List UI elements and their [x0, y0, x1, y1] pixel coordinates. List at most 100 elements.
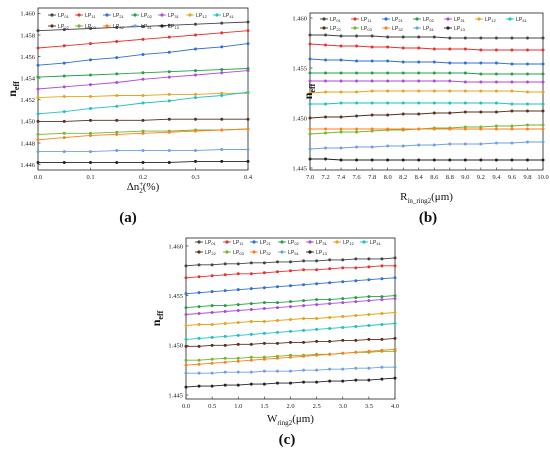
data-point-lp51: [367, 366, 371, 370]
data-point-lp03: [339, 130, 343, 134]
legend-swatch-marker: [384, 26, 388, 30]
data-point-lp22: [370, 113, 374, 117]
data-point-lp22: [289, 340, 292, 344]
data-point-lp31: [302, 304, 306, 308]
data-point-lp02: [386, 71, 390, 75]
data-point-lp11: [210, 274, 214, 278]
data-point-lp41: [249, 332, 253, 336]
data-point-lp11: [432, 47, 436, 51]
data-point-lp21: [184, 292, 188, 296]
data-point-lp13: [324, 157, 328, 161]
data-point-lp31: [355, 79, 359, 83]
data-point-lp01: [463, 36, 467, 40]
data-point-lp31: [386, 79, 390, 83]
data-point-lp13: [141, 160, 145, 164]
data-point-lp41: [479, 101, 483, 105]
data-point-lp02: [354, 296, 358, 300]
data-point-lp12: [525, 90, 529, 94]
data-point-lp41: [246, 90, 250, 94]
data-point-lp51: [115, 149, 119, 153]
legend-swatch-marker: [105, 13, 109, 17]
data-point-lp22: [302, 340, 306, 344]
legend-swatch-marker: [353, 26, 357, 30]
series-line-lp51: [309, 141, 543, 150]
x-tick-label: 7.2: [321, 174, 329, 181]
data-point-lp51: [302, 368, 306, 372]
data-point-lp13: [380, 377, 384, 381]
y-axis-label-subscript: eff: [308, 83, 317, 92]
data-point-lp21: [386, 59, 390, 63]
data-point-lp21: [380, 277, 384, 281]
x-tick-label: 7.6: [353, 174, 362, 181]
legend-label: LP11: [233, 240, 244, 246]
series-line-lp21: [309, 58, 543, 65]
data-point-lp01: [354, 257, 358, 261]
data-point-lp21: [249, 287, 253, 291]
data-point-lp13: [275, 381, 279, 385]
data-point-lp21: [401, 60, 405, 64]
legend-label-subscript: 21: [398, 18, 403, 23]
panel-a: 0.0 0.1 0.2 0.3 0.4 1.446 1.448 1.450 1.452 1.454…: [5, 7, 253, 226]
legend-label: LP03: [361, 26, 373, 32]
data-point-lp01: [370, 34, 374, 38]
x-tick-label: 0.0: [182, 403, 190, 410]
data-point-lp22: [525, 109, 529, 113]
data-point-lp41: [494, 101, 498, 105]
data-point-lp01: [386, 35, 390, 39]
x-tick-label: 9.6: [508, 174, 517, 181]
data-point-lp32: [141, 131, 145, 135]
data-point-lp11: [246, 29, 250, 33]
x-axis-label-superscript: +: [139, 180, 143, 188]
legend-swatch-marker: [160, 13, 164, 17]
data-point-lp21: [315, 282, 319, 286]
data-point-lp11: [302, 268, 306, 272]
data-point-lp31: [262, 307, 266, 311]
data-point-lp21: [308, 57, 312, 61]
legend-label-base: LP: [316, 240, 323, 246]
data-point-lp13: [328, 379, 332, 383]
data-point-lp02: [194, 69, 197, 73]
data-point-lp11: [324, 43, 328, 47]
legend-label-base: LP: [113, 24, 120, 30]
data-point-lp22: [339, 115, 343, 119]
legend-label-subscript: 12: [349, 241, 354, 246]
data-point-lp51: [370, 145, 374, 149]
data-point-lp21: [417, 60, 421, 64]
data-point-lp12: [354, 314, 358, 318]
data-point-lp31: [115, 81, 119, 85]
y-tick-label: 1.454: [20, 76, 35, 83]
x-tick-label: 0.1: [86, 174, 94, 181]
data-point-lp22: [479, 110, 483, 114]
legend-label-subscript: 13: [460, 27, 465, 32]
data-point-lp22: [510, 109, 514, 113]
data-point-lp01: [393, 256, 397, 260]
data-point-lp11: [541, 48, 545, 52]
data-point-lp12: [339, 90, 343, 94]
x-axis-label-subscript: in_ring2: [407, 197, 431, 205]
x-tick-label: 0.5: [208, 403, 216, 410]
data-point-lp21: [236, 288, 240, 292]
data-point-lp22: [324, 115, 328, 119]
data-point-lp12: [249, 319, 253, 323]
data-point-lp02: [417, 71, 421, 75]
data-point-lp02: [432, 71, 436, 75]
data-point-lp03: [141, 129, 145, 133]
data-point-lp12: [194, 92, 197, 96]
legend-swatch-marker: [280, 240, 284, 244]
data-point-lp02: [525, 72, 529, 76]
data-point-lp31: [393, 297, 397, 301]
data-point-lp51: [141, 149, 145, 153]
x-tick-label: 8.0: [384, 174, 392, 181]
data-point-lp41: [223, 334, 227, 338]
data-point-lp22: [197, 344, 201, 348]
legend-label-subscript: 02: [429, 18, 434, 23]
data-point-lp41: [89, 106, 92, 110]
legend-label-subscript: 41: [522, 18, 527, 23]
x-axis-label: Wring2(μm): [267, 413, 314, 427]
data-point-lp32: [354, 350, 358, 354]
data-point-lp03: [525, 123, 529, 127]
data-point-lp01: [339, 34, 343, 38]
data-point-lp21: [167, 50, 171, 54]
x-tick-label: 8.6: [430, 174, 439, 181]
legend-label-base: LP: [288, 240, 295, 246]
